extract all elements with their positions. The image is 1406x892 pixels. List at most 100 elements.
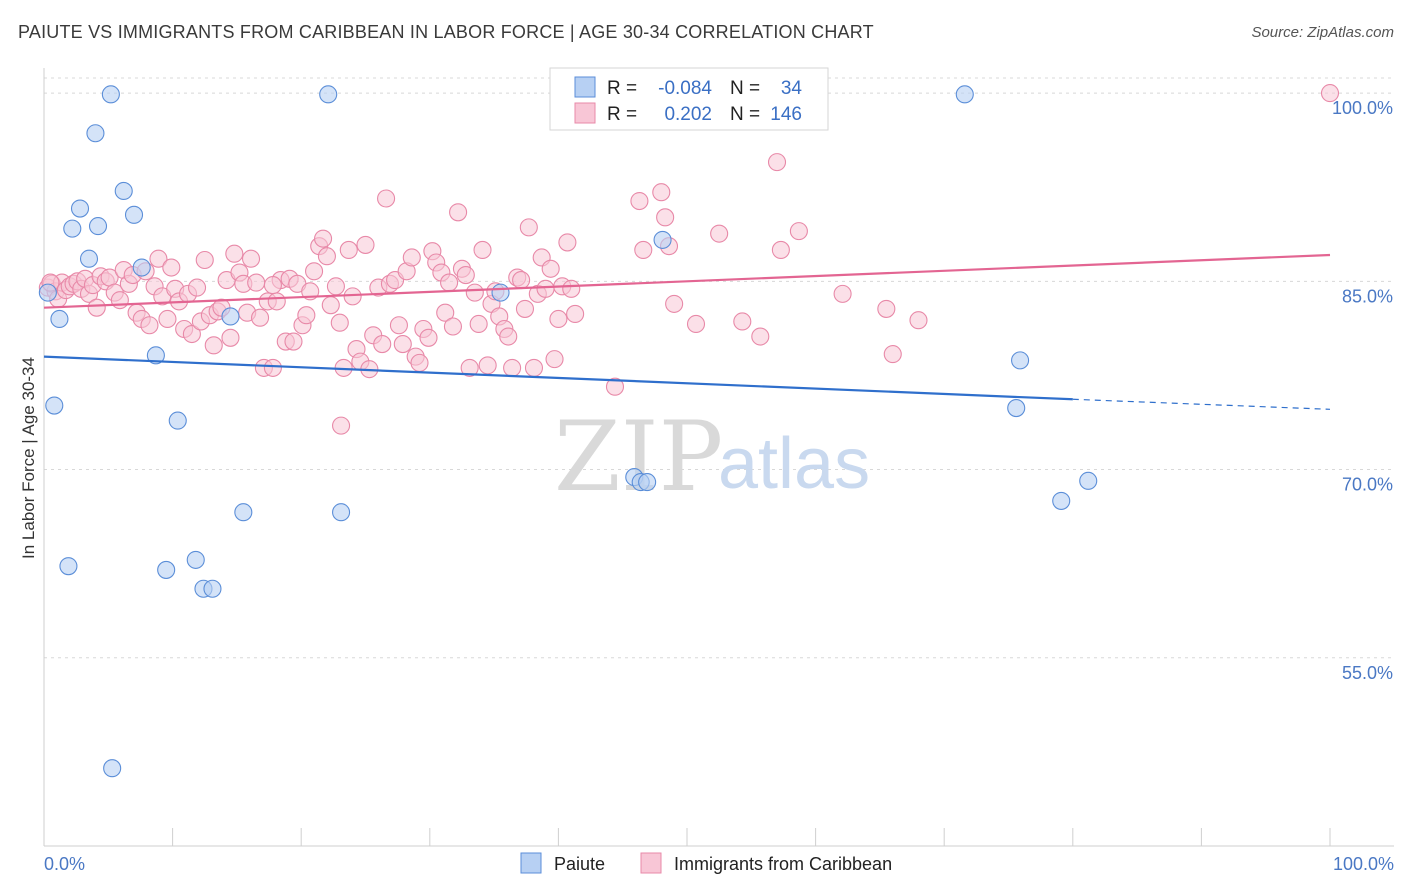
series-legend-label-paiute: Paiute bbox=[554, 854, 605, 874]
caribbean-point-18 bbox=[110, 291, 129, 310]
legend-r-value-paiute: -0.084 bbox=[658, 78, 712, 99]
trend-lines bbox=[43, 253, 1331, 410]
legend-swatch-caribbean bbox=[574, 102, 596, 124]
x-axis-ticks bbox=[43, 828, 1331, 846]
legend-n-label-caribbean: N = bbox=[730, 104, 760, 125]
caribbean-point-27 bbox=[149, 249, 168, 268]
series-legend-label-caribbean: Immigrants from Caribbean bbox=[674, 854, 892, 874]
caribbean-point-119 bbox=[536, 279, 555, 298]
caribbean-point-100 bbox=[456, 265, 475, 285]
caribbean-point-45 bbox=[225, 244, 244, 263]
caribbean-point-139 bbox=[771, 240, 790, 260]
caribbean-point-55 bbox=[267, 292, 286, 311]
legend-box bbox=[549, 67, 829, 131]
caribbean-point-136 bbox=[733, 312, 752, 331]
caribbean-point-130 bbox=[652, 183, 671, 202]
caribbean-point-95 bbox=[436, 303, 455, 322]
caribbean-point-121 bbox=[545, 350, 564, 369]
caribbean-point-25 bbox=[140, 316, 159, 335]
paiute-point-19 bbox=[221, 307, 240, 326]
caribbean-point-126 bbox=[566, 304, 585, 323]
caribbean-point-124 bbox=[558, 233, 577, 252]
caribbean-point-91 bbox=[419, 328, 438, 347]
gridlines bbox=[44, 77, 1394, 659]
caribbean-point-138 bbox=[767, 153, 787, 172]
caribbean-point-49 bbox=[241, 249, 261, 268]
caribbean-point-147 bbox=[263, 276, 282, 295]
caribbean-point-76 bbox=[356, 235, 375, 254]
caribbean-point-116 bbox=[524, 358, 544, 377]
caribbean-point-80 bbox=[373, 335, 392, 354]
caribbean-point-44 bbox=[221, 328, 240, 347]
legend-swatch-paiute bbox=[574, 76, 596, 98]
caribbean-trend-line bbox=[43, 253, 1331, 309]
caribbean-point-85 bbox=[393, 335, 412, 354]
caribbean-point-114 bbox=[515, 299, 535, 318]
caribbean-point-70 bbox=[330, 313, 349, 332]
y-tick-label-3: 100.0% bbox=[1332, 98, 1393, 118]
paiute-point-26 bbox=[638, 473, 657, 492]
y-tick-label-0: 55.0% bbox=[1342, 663, 1393, 683]
paiute-point-20 bbox=[234, 503, 253, 522]
caribbean-point-105 bbox=[478, 356, 497, 375]
watermark-zip: ZIP bbox=[554, 401, 723, 513]
caribbean-point-67 bbox=[317, 247, 336, 266]
caribbean-point-148 bbox=[332, 416, 351, 435]
series-legend: Paiute Immigrants from Caribbean bbox=[520, 852, 892, 874]
watermark-atlas: atlas bbox=[718, 424, 870, 504]
caribbean-point-98 bbox=[449, 203, 468, 222]
caribbean-point-101 bbox=[460, 358, 479, 377]
paiute-point-14 bbox=[157, 560, 176, 579]
caribbean-point-64 bbox=[305, 262, 324, 281]
paiute-point-1 bbox=[50, 309, 69, 329]
chart-title: PAIUTE VS IMMIGRANTS FROM CARIBBEAN IN L… bbox=[18, 22, 874, 42]
caribbean-point-89 bbox=[410, 353, 429, 372]
paiute-point-4 bbox=[79, 249, 99, 268]
x-tick-label-min: 0.0% bbox=[44, 854, 85, 874]
caribbean-point-111 bbox=[503, 358, 522, 377]
caribbean-point-129 bbox=[634, 240, 653, 260]
y-tick-label-2: 85.0% bbox=[1342, 286, 1393, 306]
paiute-point-16 bbox=[186, 550, 205, 569]
correlation-legend: R = -0.084 N = 34 R = 0.202 N = 146 bbox=[549, 67, 829, 131]
caribbean-point-72 bbox=[339, 240, 358, 260]
caribbean-point-113 bbox=[512, 271, 531, 290]
caribbean-point-29 bbox=[158, 309, 177, 329]
paiute-trend-extension bbox=[1072, 398, 1331, 410]
caribbean-point-30 bbox=[162, 258, 181, 277]
caribbean-point-102 bbox=[465, 283, 484, 302]
legend-n-label-paiute: N = bbox=[730, 78, 760, 99]
caribbean-point-144 bbox=[909, 311, 928, 330]
series-legend-swatch-paiute bbox=[520, 852, 542, 874]
paiute-point-11 bbox=[146, 346, 165, 365]
paiute-point-27 bbox=[653, 230, 672, 249]
caribbean-point-127 bbox=[605, 377, 625, 396]
caribbean-point-103 bbox=[469, 314, 488, 334]
caribbean-point-36 bbox=[187, 278, 207, 297]
caribbean-point-81 bbox=[377, 189, 396, 208]
caribbean-point-143 bbox=[883, 345, 902, 364]
caribbean-point-137 bbox=[751, 327, 770, 346]
paiute-point-22 bbox=[332, 503, 351, 522]
paiute-point-7 bbox=[101, 85, 120, 104]
caribbean-point-115 bbox=[519, 218, 538, 237]
paiute-point-21 bbox=[319, 85, 338, 104]
caribbean-point-68 bbox=[321, 296, 340, 315]
caribbean-point-142 bbox=[877, 299, 896, 318]
caribbean-point-40 bbox=[204, 336, 223, 355]
caribbean-point-84 bbox=[389, 316, 408, 335]
paiute-point-2 bbox=[63, 219, 82, 238]
caribbean-point-54 bbox=[263, 358, 282, 377]
x-tick-label-max: 100.0% bbox=[1333, 854, 1394, 874]
paiute-point-28 bbox=[955, 85, 974, 104]
caribbean-point-38 bbox=[195, 250, 214, 270]
paiute-point-5 bbox=[86, 124, 105, 143]
paiute-point-9 bbox=[124, 205, 144, 224]
series-legend-swatch-caribbean bbox=[640, 852, 662, 874]
caribbean-points bbox=[38, 84, 1340, 435]
paiute-point-32 bbox=[1079, 471, 1098, 490]
paiute-point-6 bbox=[88, 217, 108, 236]
paiute-point-0 bbox=[38, 283, 57, 302]
caribbean-point-133 bbox=[665, 294, 684, 313]
